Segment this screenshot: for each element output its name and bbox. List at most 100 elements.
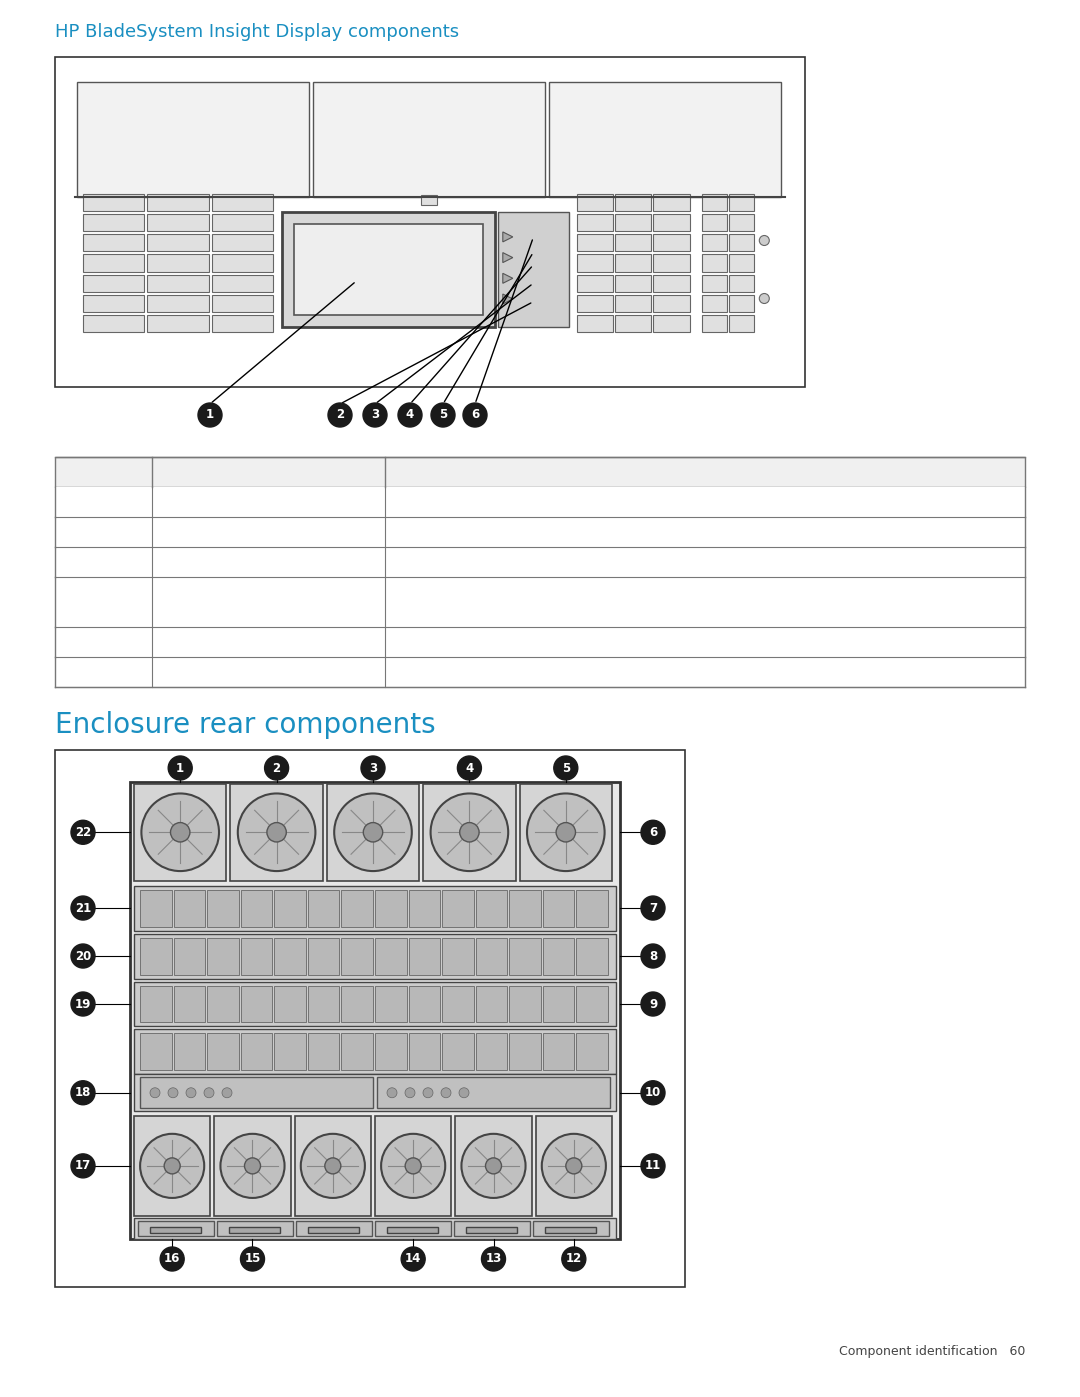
Bar — [475, 937, 508, 975]
Circle shape — [458, 756, 482, 780]
Circle shape — [361, 756, 384, 780]
Bar — [147, 314, 208, 332]
Bar — [549, 82, 781, 197]
Bar — [212, 214, 273, 232]
Circle shape — [554, 756, 578, 780]
Bar — [543, 1034, 575, 1070]
Bar — [408, 985, 441, 1023]
Bar — [475, 890, 508, 926]
Bar — [577, 985, 608, 1023]
Text: HP BladeSystem Insight Display components: HP BladeSystem Insight Display component… — [55, 22, 459, 41]
Text: 1: 1 — [206, 408, 214, 422]
Bar — [341, 1034, 373, 1070]
Text: 6: 6 — [649, 826, 657, 838]
Bar — [207, 985, 239, 1023]
Text: 22: 22 — [75, 826, 91, 838]
Bar — [375, 1221, 451, 1236]
Bar — [174, 890, 205, 926]
Bar — [212, 235, 273, 251]
Bar — [387, 1227, 438, 1234]
Bar — [543, 937, 575, 975]
Text: 6: 6 — [471, 408, 480, 422]
Bar — [543, 985, 575, 1023]
Bar — [282, 212, 495, 327]
Text: 2: 2 — [60, 525, 69, 538]
Bar — [702, 194, 727, 211]
Circle shape — [463, 402, 487, 427]
Circle shape — [460, 823, 480, 842]
Bar — [83, 314, 145, 332]
Bar — [442, 937, 474, 975]
Bar — [274, 890, 306, 926]
Circle shape — [71, 992, 95, 1016]
Text: 4: 4 — [465, 761, 473, 774]
Circle shape — [642, 820, 665, 844]
Bar — [577, 235, 613, 251]
Bar — [421, 196, 437, 205]
Circle shape — [527, 793, 605, 872]
Bar — [577, 314, 613, 332]
Polygon shape — [503, 274, 513, 284]
Circle shape — [186, 1088, 195, 1098]
Bar — [510, 985, 541, 1023]
Bar — [577, 295, 613, 312]
Bar — [377, 1077, 610, 1108]
Circle shape — [381, 1134, 445, 1199]
Bar — [212, 314, 273, 332]
Bar — [442, 985, 474, 1023]
Text: 3: 3 — [370, 408, 379, 422]
Circle shape — [204, 1088, 214, 1098]
Circle shape — [405, 1158, 421, 1173]
Circle shape — [222, 1088, 232, 1098]
Circle shape — [642, 895, 665, 921]
Bar — [653, 235, 689, 251]
Circle shape — [238, 793, 315, 872]
Bar — [55, 488, 1025, 517]
Circle shape — [363, 402, 387, 427]
Circle shape — [486, 1158, 501, 1173]
Circle shape — [140, 1134, 204, 1199]
Text: 5: 5 — [60, 636, 69, 648]
Bar — [653, 314, 689, 332]
Bar — [408, 1034, 441, 1070]
Text: 10: 10 — [645, 1087, 661, 1099]
Bar — [147, 235, 208, 251]
Bar — [241, 890, 272, 926]
Bar — [456, 1116, 531, 1217]
Circle shape — [642, 944, 665, 968]
Circle shape — [160, 1248, 185, 1271]
Bar — [327, 784, 419, 880]
Bar — [615, 254, 651, 271]
Text: 20: 20 — [75, 950, 91, 963]
Bar — [241, 1034, 272, 1070]
Bar — [702, 254, 727, 271]
Circle shape — [363, 823, 382, 842]
Text: 9: 9 — [649, 997, 657, 1010]
Bar — [375, 1034, 406, 1070]
Bar — [577, 275, 613, 292]
Text: 3: 3 — [369, 761, 377, 774]
Text: Item: Item — [60, 465, 93, 479]
Bar — [702, 275, 727, 292]
Circle shape — [325, 1158, 341, 1173]
Bar — [134, 1074, 616, 1111]
Circle shape — [482, 1248, 505, 1271]
Text: Moves the menu selection up one position: Moves the menu selection up one position — [391, 665, 656, 679]
Bar — [375, 937, 406, 975]
Bar — [577, 937, 608, 975]
Bar — [55, 57, 805, 387]
Bar — [140, 1034, 172, 1070]
Circle shape — [759, 236, 769, 246]
Bar — [341, 985, 373, 1023]
Bar — [498, 212, 569, 327]
Circle shape — [220, 1134, 284, 1199]
Text: Description: Description — [158, 465, 238, 479]
Circle shape — [334, 793, 411, 872]
Bar — [140, 985, 172, 1023]
Text: 15: 15 — [244, 1253, 260, 1266]
Text: 1: 1 — [176, 761, 185, 774]
Bar — [214, 1116, 291, 1217]
Bar — [615, 314, 651, 332]
Bar — [653, 214, 689, 232]
Bar — [134, 784, 227, 880]
